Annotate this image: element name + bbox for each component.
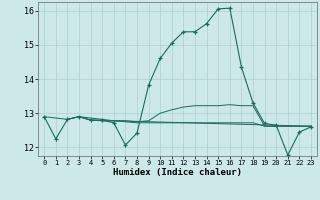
X-axis label: Humidex (Indice chaleur): Humidex (Indice chaleur) [113, 168, 242, 177]
